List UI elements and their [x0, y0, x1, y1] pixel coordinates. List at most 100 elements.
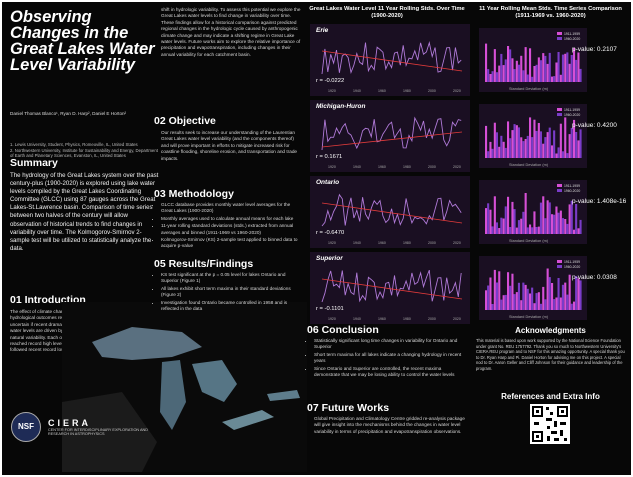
hist-x-axis-label: Standard Deviation (m) — [509, 87, 549, 91]
hist-bar-1911-1959 — [511, 130, 514, 158]
trend-line — [321, 50, 463, 72]
hist-bar-1911-1959 — [520, 137, 523, 158]
legend-swatch — [557, 113, 562, 116]
hist-bar-1960-2020 — [517, 282, 520, 310]
hist-bar-1960-2020 — [504, 147, 507, 158]
hist-bar-1960-2020 — [557, 52, 560, 82]
methodology-heading: 03 Methodology — [154, 188, 234, 200]
hist-bar-1960-2020 — [557, 147, 560, 158]
author-names: Daniel Thomas Blanco¹, Ryan D. Harp², Da… — [10, 111, 127, 116]
hist-bar-1911-1959 — [568, 274, 571, 310]
hist-bar-1960-2020 — [561, 218, 564, 234]
lake-superior-shape — [92, 327, 202, 360]
hist-bar-1960-2020 — [517, 220, 520, 234]
hist-bar-1960-2020 — [570, 127, 573, 158]
hist-bar-1911-1959 — [502, 65, 505, 82]
hist-bar-1960-2020 — [535, 130, 538, 158]
refs-heading: References and Extra Info — [501, 392, 600, 401]
hist-bar-1911-1959 — [555, 62, 558, 82]
hist-bar-1911-1959 — [537, 226, 540, 234]
hist-bar-1960-2020 — [566, 52, 569, 82]
lake-michigan-shape — [160, 360, 186, 430]
hist-bar-1960-2020 — [561, 151, 564, 158]
x-tick-label: 1940 — [353, 89, 361, 93]
hist-bar-1911-1959 — [520, 218, 523, 234]
hist-bar-1911-1959 — [564, 117, 567, 158]
summary-text: The hydrology of the Great Lakes system … — [10, 172, 159, 252]
hist-bar-1911-1959 — [559, 210, 562, 234]
conclusion-item: Short term maxima for all lakes indicate… — [314, 352, 467, 365]
timeseries-plot-ontario: 1920 1940 1960 1980 2000 2020 — [310, 176, 470, 248]
std-series-line — [321, 269, 462, 303]
hist-bar-1960-2020 — [539, 303, 542, 310]
hist-bar-1911-1959 — [529, 293, 532, 310]
results-item: All lakes exhibit short term maxima in t… — [161, 286, 302, 299]
legend-swatch — [557, 260, 562, 263]
hist-bar-1911-1959 — [529, 48, 532, 82]
legend-swatch — [557, 108, 562, 111]
hist-bar-1911-1959 — [524, 47, 527, 82]
hist-bar-1911-1959 — [511, 58, 514, 82]
hist-x-axis-label: Standard Deviation (m) — [509, 315, 549, 319]
hist-bar-1960-2020 — [553, 214, 556, 234]
hist-bar-1960-2020 — [544, 137, 547, 158]
hist-bar-1911-1959 — [507, 196, 510, 234]
hist-bar-1960-2020 — [566, 294, 569, 310]
hist-bar-1960-2020 — [487, 203, 490, 234]
hist-bar-1960-2020 — [513, 209, 516, 234]
hist-bar-1911-1959 — [573, 301, 576, 310]
hist-bar-1911-1959 — [489, 141, 492, 158]
timeseries-plot-michigan-huron: 1920 1940 1960 1980 2000 2020 — [310, 100, 470, 172]
hist-bar-1911-1959 — [520, 300, 523, 310]
std-series-line — [321, 193, 462, 227]
hist-bar-1960-2020 — [553, 130, 556, 158]
hist-bar-1960-2020 — [487, 69, 490, 82]
hist-bar-1911-1959 — [559, 74, 562, 82]
hist-bar-1960-2020 — [491, 304, 494, 310]
hist-bar-1911-1959 — [551, 76, 554, 82]
hist-bar-1911-1959 — [498, 65, 501, 82]
hist-bar-1911-1959 — [533, 211, 536, 234]
legend-swatch — [557, 189, 562, 192]
hist-bar-1911-1959 — [577, 52, 580, 82]
hist-bar-1960-2020 — [513, 124, 516, 158]
hist-bar-1960-2020 — [553, 299, 556, 310]
hist-bar-1960-2020 — [570, 200, 573, 234]
hist-bar-1960-2020 — [513, 69, 516, 82]
hist-bar-1960-2020 — [579, 219, 582, 234]
hist-bar-1911-1959 — [542, 196, 545, 234]
legend-swatch — [557, 37, 562, 40]
hist-bar-1911-1959 — [573, 229, 576, 234]
nsf-logo: NSF — [11, 412, 41, 442]
poster-title: Observing Changes in the Great Lakes Wat… — [10, 8, 155, 74]
qr-code[interactable] — [530, 404, 570, 444]
summary-heading: Summary — [10, 157, 58, 169]
hist-bar-1911-1959 — [551, 283, 554, 310]
hist-bar-1911-1959 — [555, 297, 558, 310]
hist-bar-1911-1959 — [559, 123, 562, 158]
hist-bar-1960-2020 — [557, 278, 560, 310]
hist-bar-1960-2020 — [579, 129, 582, 158]
hist-bar-1911-1959 — [493, 269, 496, 310]
methodology-item: 11-year rolling standard deviations (std… — [161, 223, 302, 236]
trend-line — [321, 202, 463, 224]
hist-bar-1960-2020 — [487, 285, 490, 310]
hist-bar-1960-2020 — [495, 72, 498, 82]
conclusion-item: Statistically significant long time chan… — [314, 338, 467, 351]
hist-bar-1960-2020 — [531, 76, 534, 82]
hist-bar-1911-1959 — [498, 228, 501, 234]
x-tick-label: 1920 — [328, 241, 336, 245]
hist-bar-1960-2020 — [509, 49, 512, 82]
hist-bar-1911-1959 — [511, 201, 514, 234]
hist-bar-1960-2020 — [553, 76, 556, 82]
hist-bar-1911-1959 — [568, 134, 571, 158]
conclusion-heading: 06 Conclusion — [307, 324, 379, 336]
hist-bar-1911-1959 — [515, 125, 518, 158]
fig-right-title: 11 Year Rolling Mean Stds. Time Series C… — [479, 6, 622, 19]
intro-text-continued: shift in hydrologic variability. To asse… — [161, 7, 301, 57]
hist-bar-1911-1959 — [489, 277, 492, 310]
hist-bar-1960-2020 — [575, 59, 578, 82]
